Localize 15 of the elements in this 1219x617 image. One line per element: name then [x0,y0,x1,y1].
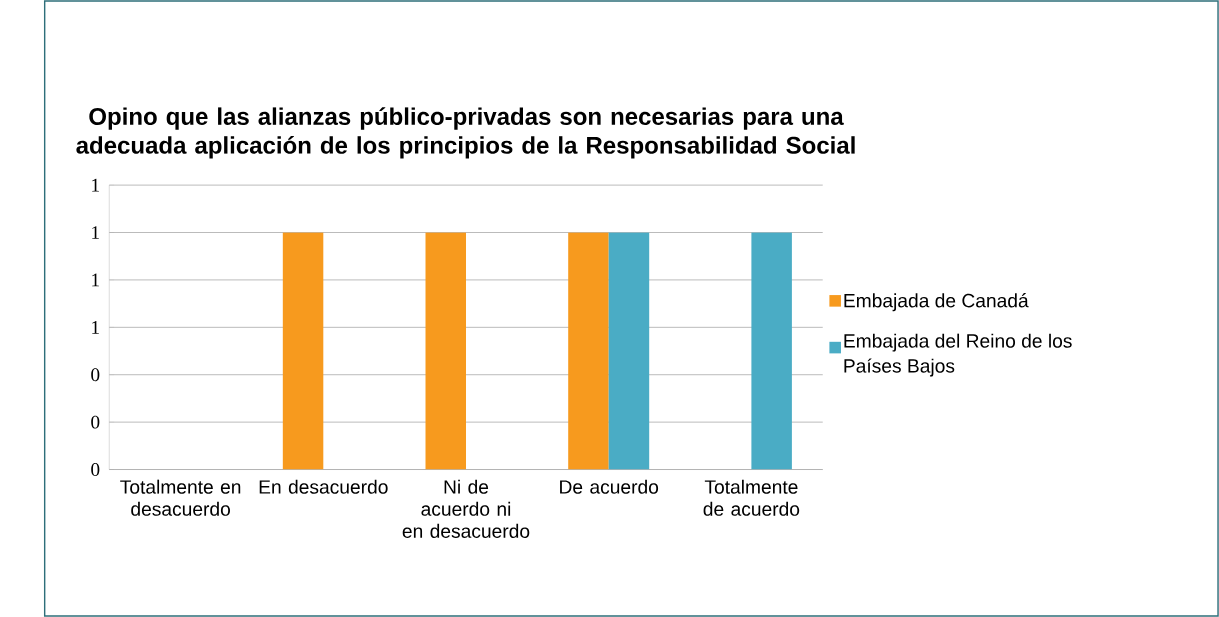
y-tick-label: 0 [91,415,100,429]
x-tick-label: Totalmente en desacuerdo [120,479,241,516]
x-tick-label: En desacuerdo [259,479,388,494]
y-tick-label: 0 [91,463,100,476]
x-tick-label: Totalmente de acuerdo [703,479,800,516]
y-tick-label: 1 [92,226,99,239]
legend-label: Embajada del Reino de los Países Bajos [844,333,1072,377]
y-tick-label: 1 [92,273,99,287]
y-tick-label: 0 [91,368,100,382]
chart-title: Opino que las alianzas público-privadas son necesarias para una adecuada aplicación de los principios de la Responsabilidad Social [76,107,855,159]
y-tick-label: 1 [92,178,99,192]
x-tick-label: De acuerdo [560,479,659,494]
x-tick-label: Ni de acuerdo ni en desacuerdo [402,479,530,538]
legend-label: Embajada de Canadá [844,293,1029,312]
y-tick-label: 1 [92,320,99,334]
